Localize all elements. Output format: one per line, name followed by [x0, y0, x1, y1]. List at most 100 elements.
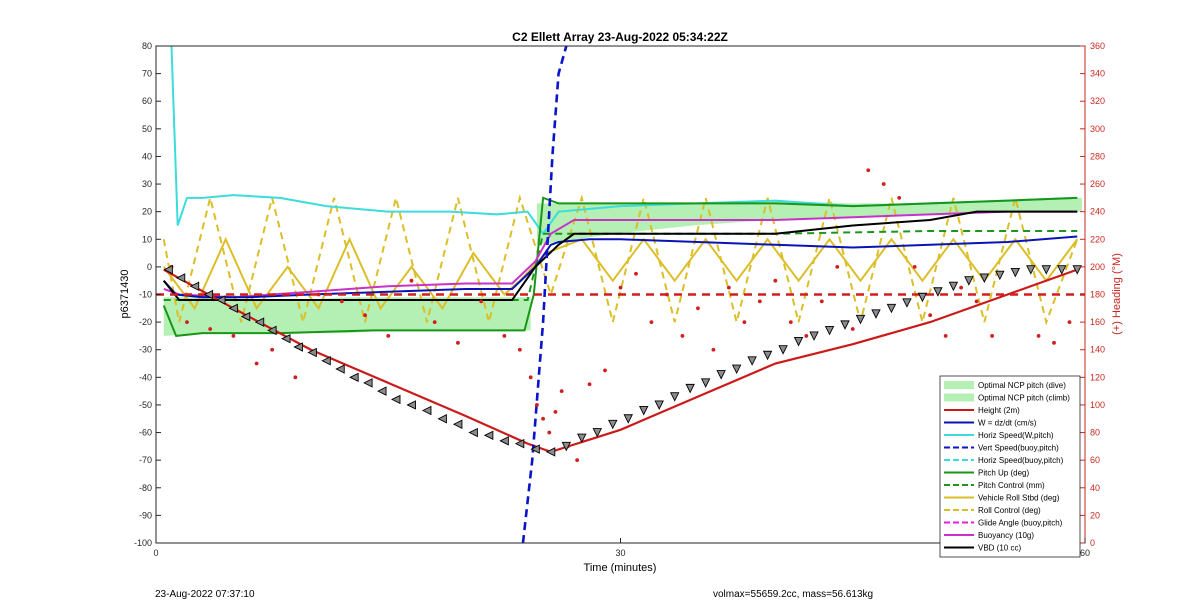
y-tick-label: -10: [139, 290, 152, 300]
heading-point: [866, 168, 871, 173]
height-marker: [561, 441, 572, 452]
height-marker: [363, 378, 373, 388]
y-tick-label: -70: [139, 455, 152, 465]
legend: Optimal NCP pitch (dive) Optimal NCP pitc…: [939, 375, 1081, 558]
height-marker: [175, 273, 186, 283]
y-tick-label: 20: [142, 207, 152, 217]
heading-point: [293, 375, 298, 380]
heading-point: [270, 347, 275, 352]
y2-tick-label: 240: [1090, 207, 1105, 217]
y2-tick-label: 140: [1090, 345, 1105, 355]
heading-point: [649, 320, 654, 325]
height-marker: [995, 270, 1005, 281]
height-marker: [855, 314, 866, 325]
heading-point: [479, 299, 484, 304]
height-marker: [530, 444, 540, 454]
height-marker: [514, 438, 525, 449]
y2-tick-label: 200: [1090, 262, 1105, 272]
legend-label: Horiz Speed(W,pitch): [978, 431, 1054, 440]
y-tick-label: -50: [139, 400, 152, 410]
y2-tick-label: 260: [1090, 179, 1105, 189]
height-marker: [700, 378, 711, 388]
legend-label: Roll Control (deg): [978, 506, 1041, 515]
y-tick-label: -100: [134, 538, 152, 548]
footer-summary: volmax=55659.2cc, mass=56.613kg: [713, 589, 874, 600]
heading-point: [990, 334, 994, 338]
heading-point: [974, 299, 979, 304]
heading-point: [757, 299, 762, 304]
legend-label: Height (2m): [978, 406, 1020, 415]
legend-label: Buoyancy (10g): [978, 531, 1034, 540]
y-tick-label: 40: [142, 151, 152, 161]
height-marker: [189, 281, 200, 291]
series-lines: [156, 46, 1085, 543]
heading-point: [528, 375, 533, 380]
height-marker: [437, 414, 447, 424]
y2-tick-label: 60: [1090, 455, 1100, 465]
legend-label: Pitch Control (mm): [978, 481, 1045, 490]
y2-tick-label: 160: [1090, 317, 1105, 327]
height-marker: [293, 342, 303, 352]
height-marker: [406, 400, 416, 410]
heading-point: [316, 292, 321, 297]
height-marker: [377, 386, 387, 396]
heading-point: [1067, 320, 1072, 325]
heading-point: [339, 299, 344, 304]
chart-title: C2 Ellett Array 23-Aug-2022 05:34:22Z: [512, 30, 728, 44]
height-marker: [871, 309, 881, 319]
heading-point: [881, 182, 886, 186]
heading-point: [696, 306, 700, 311]
heading-point: [502, 334, 507, 338]
heading-point: [773, 278, 778, 283]
height-marker: [917, 292, 928, 303]
heading-point: [185, 320, 189, 325]
height-marker: [902, 298, 912, 308]
heading-point: [665, 292, 669, 297]
heading-point: [363, 313, 367, 318]
series-vehicle-roll-stbd-deg: [162, 236, 1079, 311]
heading-point: [541, 416, 545, 421]
height-marker: [577, 433, 587, 444]
height-marker: [349, 372, 359, 383]
height-marker: [163, 264, 173, 275]
height-marker: [979, 273, 990, 283]
y2-tick-label: 280: [1090, 151, 1105, 161]
heading-point: [575, 458, 580, 463]
height-marker: [1072, 265, 1082, 275]
y-axis-label: p6371430: [119, 270, 131, 319]
y2-axis-label: (+) Heading (°M): [1111, 253, 1123, 335]
legend-label: W = dz/dt (cm/s): [978, 419, 1037, 428]
height-marker: [468, 427, 478, 438]
heading-point: [680, 334, 685, 338]
heading-point: [587, 382, 592, 387]
height-marker: [390, 394, 401, 405]
height-marker: [608, 419, 618, 430]
y-tick-label: 50: [142, 124, 152, 134]
heading-point: [1052, 340, 1056, 345]
height-marker: [254, 317, 265, 327]
heading-point: [959, 285, 964, 290]
legend-label: Glide Angle (buoy,pitch): [978, 519, 1063, 528]
height-marker: [669, 392, 680, 402]
series-w-dz-dt-cm-s: [162, 235, 1078, 299]
y2-tick-label: 180: [1090, 290, 1105, 300]
y2-tick-label: 360: [1090, 41, 1105, 51]
heading-point: [208, 327, 213, 331]
y2-tick-label: 80: [1090, 428, 1100, 438]
series-vbd-10-cc: [162, 210, 1078, 302]
series-pitch-up-deg: [162, 196, 1078, 337]
height-marker: [592, 428, 603, 438]
height-marker: [452, 419, 463, 430]
heading-point: [726, 285, 731, 290]
series-vert-speed-buoy-pitch: [521, 46, 568, 543]
heading-point: [897, 195, 902, 200]
heading-point: [386, 334, 391, 338]
height-marker: [623, 414, 633, 424]
heading-point: [231, 334, 236, 338]
height-marker: [933, 287, 943, 297]
x-axis-label: Time (minutes): [584, 562, 657, 574]
height-marker: [824, 325, 835, 336]
legend-swatch: [944, 381, 974, 389]
height-marker: [267, 325, 277, 336]
